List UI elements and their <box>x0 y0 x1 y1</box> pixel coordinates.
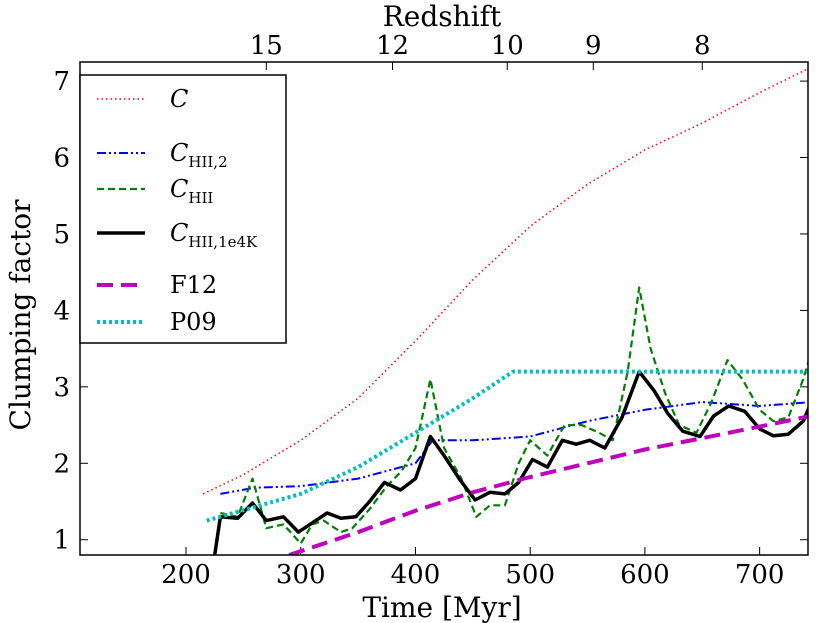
legend-label-chii2: CHII,2 <box>170 139 228 171</box>
y-tick-label: 7 <box>53 67 70 97</box>
top-tick-label: 12 <box>376 31 409 61</box>
y-axis-title: Clumping factor <box>4 199 37 431</box>
legend-entry-p09: P09 <box>97 308 217 336</box>
y-tick-label: 6 <box>53 144 70 174</box>
series-layer <box>202 67 808 555</box>
top-tick-label: 9 <box>585 31 602 61</box>
legend-entry-chii2: CHII,2 <box>97 139 228 171</box>
y-tick-label: 3 <box>53 373 70 403</box>
legend-label-c: C <box>170 85 188 113</box>
legend: C CHII,2 CHII CHII,1e4K F12 <box>79 74 287 344</box>
legend-entry-chii: CHII <box>97 175 213 207</box>
x-axis-ticks: 200 300 400 500 600 700 <box>161 547 784 590</box>
legend-label-f12: F12 <box>170 271 217 299</box>
x-tick-label: 700 <box>735 560 785 590</box>
series-p09-line <box>206 369 808 523</box>
top-tick-label: 8 <box>694 31 711 61</box>
y-tick-label: 1 <box>53 526 70 556</box>
series-chii2-line <box>220 401 808 495</box>
x-tick-label: 600 <box>620 560 670 590</box>
legend-entry-c: C <box>97 85 188 113</box>
top-axis-title: Redshift <box>383 0 502 33</box>
y-tick-label: 5 <box>53 220 70 250</box>
top-tick-label: 10 <box>491 31 524 61</box>
x-tick-label: 200 <box>161 560 211 590</box>
legend-entry-f12: F12 <box>97 271 217 299</box>
x-tick-label: 400 <box>391 560 441 590</box>
series-c-line <box>202 67 808 495</box>
legend-entry-chii1e4k: CHII,1e4K <box>97 219 258 251</box>
y-tick-label: 2 <box>53 449 70 479</box>
x-tick-label: 300 <box>276 560 326 590</box>
top-tick-label: 15 <box>250 31 283 61</box>
y-axis-ticks: 1 2 3 4 5 6 7 <box>53 67 808 556</box>
series-chii1e4k-line <box>212 369 808 555</box>
top-axis-ticks: 15 12 10 9 8 <box>250 31 711 70</box>
y-tick-label: 4 <box>53 296 70 326</box>
legend-box <box>79 74 287 344</box>
legend-label-chii1e4k: CHII,1e4K <box>170 219 258 251</box>
x-axis-title: Time [Myr] <box>362 591 521 623</box>
x-tick-label: 500 <box>505 560 555 590</box>
legend-label-p09: P09 <box>170 308 217 336</box>
series-f12-line <box>288 414 808 555</box>
legend-label-chii: CHII <box>170 175 213 207</box>
series-chii-line <box>220 286 808 545</box>
